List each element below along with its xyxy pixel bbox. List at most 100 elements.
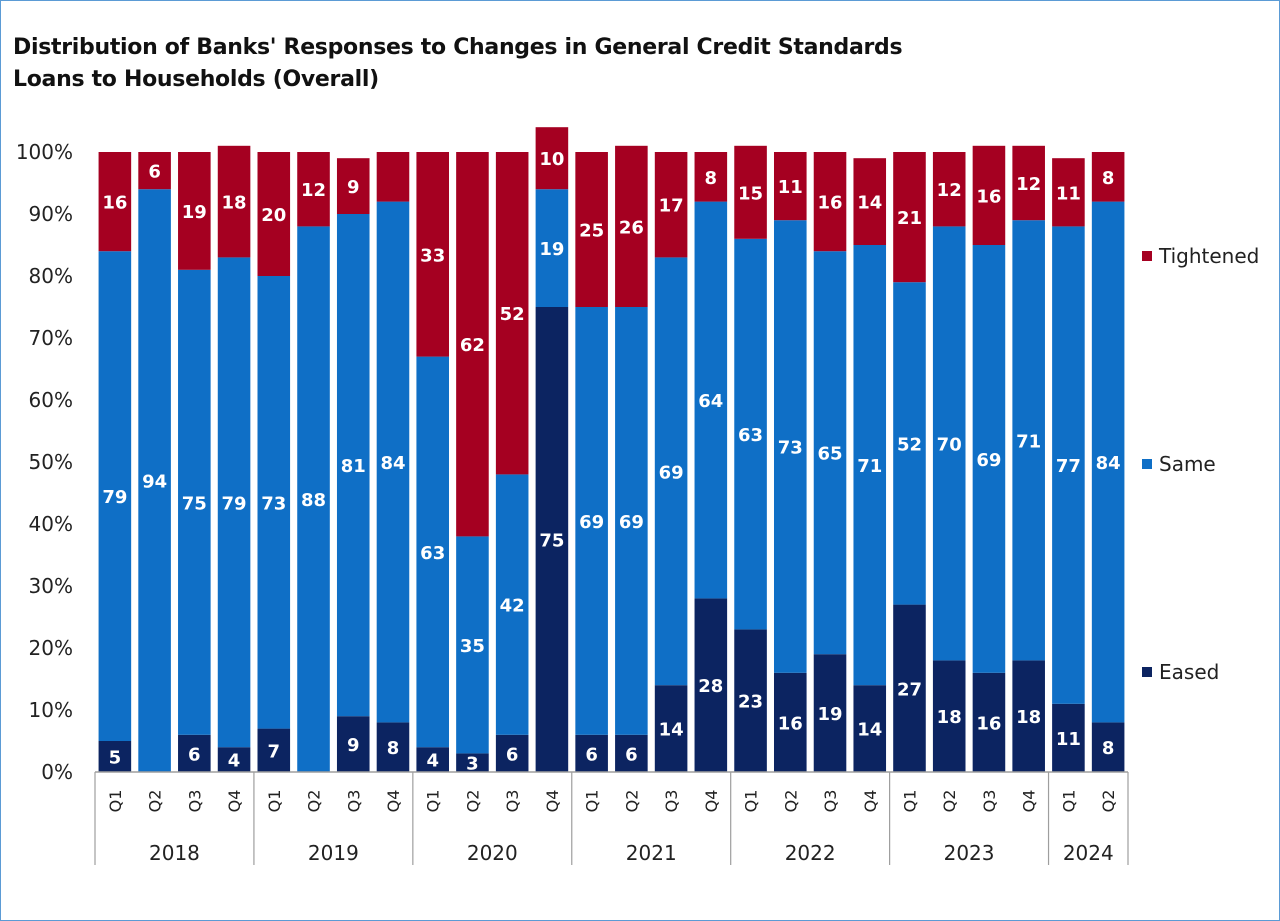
data-label-eased: 75 (539, 531, 564, 552)
data-label-eased: 19 (817, 704, 842, 725)
x-category-label: Q1 (1059, 790, 1078, 813)
bar-segment-tightened (734, 145, 767, 239)
bar-segment-tightened (932, 152, 966, 227)
legend-swatch-same (1142, 459, 1152, 469)
x-category-label: Q4 (225, 790, 244, 813)
data-label-tightened: 18 (222, 193, 247, 214)
data-label-tightened: 16 (102, 193, 127, 214)
data-label-same: 64 (698, 391, 723, 412)
bar-segment-eased (972, 672, 1006, 772)
data-label-tightened: 26 (619, 217, 644, 238)
bar-segment-tightened (575, 152, 608, 307)
bar-segment-tightened (1012, 145, 1045, 221)
data-label-same: 69 (619, 512, 644, 533)
x-category-label: Q1 (900, 790, 919, 813)
bar-segment-same (853, 245, 887, 686)
y-tick-label: 30% (29, 574, 73, 598)
x-category-label: Q1 (265, 790, 284, 813)
bar-segment-eased (495, 734, 529, 772)
x-category-label: Q3 (344, 790, 363, 813)
data-label-tightened: 15 (738, 183, 763, 204)
data-label-same: 35 (460, 636, 485, 657)
x-category-label: Q2 (463, 790, 482, 813)
data-label-eased: 7 (268, 741, 281, 762)
data-label-same: 52 (897, 434, 922, 455)
legend-swatch-eased (1142, 667, 1152, 677)
bar-segment-same (615, 307, 648, 735)
data-label-tightened: 10 (539, 149, 564, 170)
bar-segment-tightened (1091, 152, 1125, 202)
data-label-same: 79 (222, 493, 247, 514)
y-tick-label: 60% (29, 388, 73, 412)
bar-segment-tightened (694, 152, 728, 202)
chart-subtitle: Loans to Households (Overall) (13, 67, 379, 92)
bar-segment-tightened (615, 145, 648, 307)
bar-segment-eased (336, 716, 370, 772)
x-category-label: Q2 (940, 790, 959, 813)
bar-segment-tightened (654, 152, 688, 258)
bar-segment-same (654, 257, 688, 686)
x-year-label: 2023 (944, 841, 995, 865)
bar-segment-eased (734, 629, 767, 772)
bar-segment-eased (535, 307, 569, 772)
bar-segment-same (376, 201, 410, 723)
data-label-same: 63 (420, 543, 445, 564)
data-label-eased: 11 (1056, 729, 1081, 750)
y-tick-label: 50% (29, 450, 73, 474)
data-label-eased: 6 (506, 744, 519, 765)
data-label-eased: 23 (738, 692, 763, 713)
y-tick-label: 40% (29, 512, 73, 536)
data-label-same: 69 (976, 450, 1001, 471)
data-label-tightened: 52 (500, 304, 525, 325)
bar-segment-tightened (893, 152, 926, 283)
data-label-same: 79 (102, 487, 127, 508)
data-label-same: 69 (579, 512, 604, 533)
x-category-label: Q2 (781, 790, 800, 813)
legend-label-same: Same (1159, 452, 1216, 476)
data-label-tightened: 11 (1056, 183, 1081, 204)
bar-segment-same (932, 226, 966, 661)
bar-segment-eased (615, 734, 648, 772)
data-label-eased: 6 (625, 744, 638, 765)
data-label-tightened: 33 (420, 245, 445, 266)
data-label-same: 71 (857, 456, 882, 477)
data-label-eased: 14 (659, 720, 684, 741)
data-label-same: 73 (778, 438, 803, 459)
bar-segment-same (495, 474, 529, 735)
bar-segment-eased (178, 734, 211, 772)
data-label-same: 84 (380, 453, 405, 474)
data-label-tightened: 12 (301, 180, 326, 201)
y-tick-label: 20% (29, 636, 73, 660)
bar-segment-tightened (138, 152, 171, 190)
x-category-label: Q4 (861, 790, 880, 813)
x-category-label: Q3 (662, 790, 681, 813)
legend-swatch-tightened (1142, 251, 1152, 261)
data-label-eased: 27 (897, 679, 922, 700)
x-category-label: Q3 (821, 790, 840, 813)
bar-segment-same (575, 307, 608, 735)
data-label-tightened: 62 (460, 335, 485, 356)
bar-segment-eased (575, 734, 608, 772)
x-category-label: Q2 (1099, 790, 1118, 813)
x-category-label: Q2 (305, 790, 324, 813)
x-category-label: Q4 (384, 790, 403, 813)
bar-segment-same (98, 251, 132, 741)
data-label-same: 84 (1096, 453, 1121, 474)
bar-segment-same (336, 214, 370, 717)
bar-segment-tightened (336, 158, 370, 214)
bar-segment-tightened (972, 145, 1006, 245)
data-label-tightened: 12 (1016, 174, 1041, 195)
chart-title: Distribution of Banks' Responses to Chan… (13, 35, 903, 60)
data-label-tightened: 20 (261, 205, 286, 226)
bar-segment-tightened (813, 152, 847, 252)
data-label-same: 75 (182, 493, 207, 514)
bar-segment-same (773, 220, 807, 673)
data-label-eased: 18 (937, 707, 962, 728)
bar-segment-tightened (257, 152, 291, 276)
bar-segment-tightened (98, 152, 132, 252)
data-label-same: 94 (142, 472, 167, 493)
data-label-tightened: 21 (897, 208, 922, 229)
bar-segment-eased (853, 685, 887, 772)
